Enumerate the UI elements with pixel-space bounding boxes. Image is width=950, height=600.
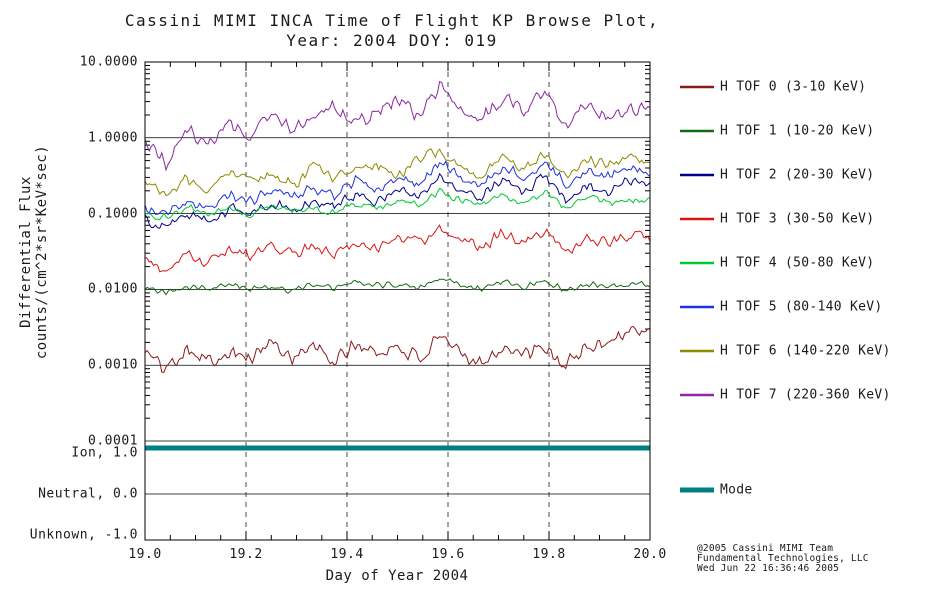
y-tick-label: 0.0001 — [88, 434, 138, 449]
y-axis-tick-labels: 10.0000 1.0000 0.1000 0.0100 0.0010 0.00… — [80, 55, 138, 449]
credits-line: Fundamental Technologies, LLC — [697, 553, 869, 564]
legend-entry: H TOF 6 (140-220 KeV) — [680, 344, 891, 359]
legend-entry: H TOF 4 (50-80 KeV) — [680, 256, 874, 271]
x-tick-label: 19.0 — [128, 547, 161, 562]
mode-level-label-ion: Ion, 1.0 — [71, 446, 138, 461]
legend-entry: H TOF 0 (3-10 KeV) — [680, 80, 866, 95]
y-axis-label-line2: counts/(cm^2*sr*KeV*sec) — [34, 145, 50, 359]
legend-entry: H TOF 7 (220-360 KeV) — [680, 388, 891, 403]
x-tick-label: 20.0 — [633, 547, 666, 562]
legend-label: H TOF 0 (3-10 KeV) — [720, 80, 866, 95]
x-axis-tick-labels: 19.0 19.2 19.4 19.6 19.8 20.0 — [128, 547, 666, 562]
legend-label: H TOF 5 (80-140 KeV) — [720, 300, 883, 315]
legend-entry: H TOF 5 (80-140 KeV) — [680, 300, 883, 315]
mode-level-labels: Ion, 1.0 Neutral, 0.0 Unknown, -1.0 — [30, 446, 138, 543]
plot-title-line1: Cassini MIMI INCA Time of Flight KP Brow… — [125, 11, 659, 30]
legend-label: H TOF 1 (10-20 KeV) — [720, 124, 874, 139]
credits: @2005 Cassini MIMI Team Fundamental Tech… — [697, 543, 869, 574]
y-axis-label-line1: Differential Flux — [18, 176, 34, 328]
x-tick-label: 19.6 — [431, 547, 464, 562]
credits-line: @2005 Cassini MIMI Team — [697, 543, 833, 554]
y-tick-label: 0.0100 — [88, 282, 138, 297]
credits-line: Wed Jun 22 16:36:46 2005 — [697, 563, 839, 574]
series-line-h-tof-0 — [144, 325, 651, 373]
series-line-h-tof-3 — [144, 224, 651, 273]
legend-label: H TOF 6 (140-220 KeV) — [720, 344, 891, 359]
series-line-h-tof-4 — [144, 187, 651, 221]
legend: H TOF 0 (3-10 KeV) H TOF 1 (10-20 KeV) H T… — [680, 80, 891, 498]
x-tick-label: 19.4 — [330, 547, 363, 562]
x-axis-label: Day of Year 2004 — [326, 568, 469, 584]
legend-entry: H TOF 3 (30-50 KeV) — [680, 212, 874, 227]
legend-entry: H TOF 2 (20-30 KeV) — [680, 168, 874, 183]
y-tick-label: 1.0000 — [88, 131, 138, 146]
legend-label: H TOF 3 (30-50 KeV) — [720, 212, 874, 227]
x-tick-label: 19.8 — [532, 547, 565, 562]
legend-label: H TOF 2 (20-30 KeV) — [720, 168, 874, 183]
series-line-h-tof-1 — [144, 278, 651, 296]
axis-tick-marks — [144, 62, 651, 540]
series-line-h-tof-6 — [144, 148, 651, 197]
y-tick-label: 0.1000 — [88, 207, 138, 222]
x-tick-label: 19.2 — [229, 547, 262, 562]
series-lines — [144, 80, 651, 451]
legend-mode-label: Mode — [720, 483, 753, 498]
plot-frame — [144, 61, 651, 541]
y-axis-label: Differential Flux counts/(cm^2*sr*KeV*se… — [18, 145, 50, 359]
legend-entry-mode: Mode — [680, 483, 753, 498]
series-line-h-tof-7 — [144, 80, 651, 172]
legend-label: H TOF 7 (220-360 KeV) — [720, 388, 891, 403]
legend-label: H TOF 4 (50-80 KeV) — [720, 256, 874, 271]
y-tick-label: 10.0000 — [80, 55, 138, 70]
gridlines — [145, 62, 650, 540]
mode-level-label-unknown: Unknown, -1.0 — [30, 528, 138, 543]
mode-level-label-neutral: Neutral, 0.0 — [38, 487, 138, 502]
legend-entry: H TOF 1 (10-20 KeV) — [680, 124, 874, 139]
plot-title: Cassini MIMI INCA Time of Flight KP Brow… — [125, 11, 659, 50]
series-line-h-tof-5 — [144, 159, 651, 216]
y-tick-label: 0.0010 — [88, 358, 138, 373]
plot-title-line2: Year: 2004 DOY: 019 — [286, 31, 498, 50]
